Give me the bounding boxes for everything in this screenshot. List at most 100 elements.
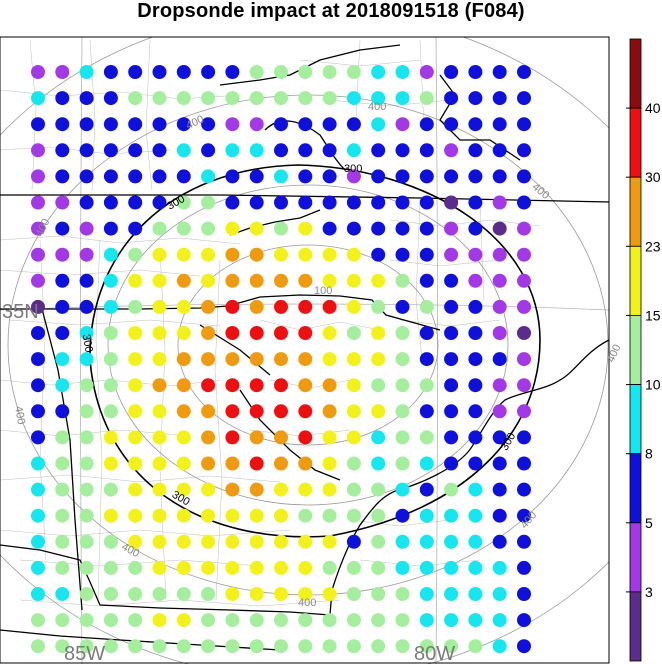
impact-dot (274, 117, 288, 132)
impact-dot (225, 378, 240, 393)
impact-dot (298, 587, 313, 601)
impact-dot (274, 352, 288, 367)
impact-dot (492, 534, 507, 549)
impact-dot (517, 195, 531, 210)
impact-dot (371, 560, 386, 575)
impact-dot (298, 143, 313, 158)
impact-dot (128, 378, 143, 393)
impact-dot (79, 143, 94, 158)
impact-dot (444, 587, 459, 601)
impact-dot (419, 560, 434, 575)
label-lat-35n: 35N (2, 301, 39, 323)
impact-dot (468, 169, 483, 184)
impact-dot (79, 613, 94, 628)
ring-label-100: 100 (314, 285, 332, 297)
impact-dot (419, 639, 434, 654)
impact-dot (249, 508, 264, 523)
impact-dot (468, 560, 483, 575)
impact-dot (225, 143, 240, 158)
impact-dot (201, 560, 216, 575)
impact-dot (55, 430, 70, 445)
impact-dot (492, 91, 507, 106)
impact-dot (31, 326, 45, 340)
impact-dot (371, 587, 386, 601)
impact-dot (395, 456, 410, 471)
impact-dot (249, 299, 264, 314)
colorbar-box (629, 591, 642, 662)
impact-dot (468, 195, 483, 210)
impact-dot (249, 639, 264, 654)
impact-dot (103, 169, 118, 184)
impact-dot (201, 482, 216, 497)
impact-dot (419, 352, 434, 367)
impact-dot (395, 326, 410, 340)
impact-dot (103, 326, 118, 340)
impact-dot (128, 639, 143, 654)
impact-dot (249, 430, 264, 445)
impact-dot (176, 143, 191, 158)
colorbar-box (629, 176, 642, 247)
impact-dot (346, 91, 361, 106)
impact-dot (395, 195, 410, 210)
impact-dot (274, 195, 288, 210)
gulf-coast-boundary (0, 544, 331, 616)
impact-dot (201, 587, 216, 601)
impact-dot (517, 117, 531, 132)
impact-dot (322, 352, 337, 367)
colorbar-box (629, 38, 642, 109)
impact-dot (444, 430, 459, 445)
impact-dot (128, 456, 143, 471)
impact-dot (395, 273, 410, 288)
impact-dot (346, 65, 361, 79)
impact-dot (79, 534, 94, 549)
impact-dot (468, 326, 483, 340)
impact-dot (79, 299, 94, 314)
impact-dot (468, 482, 483, 497)
impact-dot (395, 560, 410, 575)
impact-dot (274, 247, 288, 262)
impact-dot (249, 169, 264, 184)
impact-dot (274, 508, 288, 523)
impact-dot (152, 326, 167, 340)
impact-dot (371, 639, 386, 654)
impact-dot (274, 91, 288, 106)
impact-dot (225, 639, 240, 654)
impact-dot (128, 482, 143, 497)
impact-dot (322, 560, 337, 575)
impact-dot (31, 195, 45, 210)
impact-dot (176, 587, 191, 601)
impact-dot (346, 273, 361, 288)
impact-dot (395, 299, 410, 314)
impact-dot (395, 378, 410, 393)
impact-dot (371, 430, 386, 445)
impact-dot (395, 430, 410, 445)
impact-dot (55, 195, 70, 210)
impact-dot (55, 639, 70, 654)
impact-dot (419, 221, 434, 236)
impact-dot (103, 560, 118, 575)
impact-dot (103, 91, 118, 106)
impact-dot (517, 221, 531, 236)
impact-dot (419, 326, 434, 340)
impact-dot (201, 65, 216, 79)
impact-dot (31, 169, 45, 184)
impact-dot (322, 143, 337, 158)
impact-dot (225, 169, 240, 184)
impact-dot (274, 534, 288, 549)
impact-dot (419, 65, 434, 79)
impact-dot (103, 378, 118, 393)
impact-dot (444, 143, 459, 158)
impact-dot (517, 91, 531, 106)
impact-dot (517, 326, 531, 340)
impact-dot (419, 456, 434, 471)
impact-dot (103, 430, 118, 445)
colorbar-tick-label: 8 (645, 446, 653, 462)
impact-dot (55, 508, 70, 523)
impact-dot (468, 613, 483, 628)
impact-dot (419, 613, 434, 628)
impact-dot (346, 299, 361, 314)
impact-dot (492, 430, 507, 445)
impact-dot (298, 560, 313, 575)
impact-dot (371, 195, 386, 210)
impact-dot (346, 508, 361, 523)
